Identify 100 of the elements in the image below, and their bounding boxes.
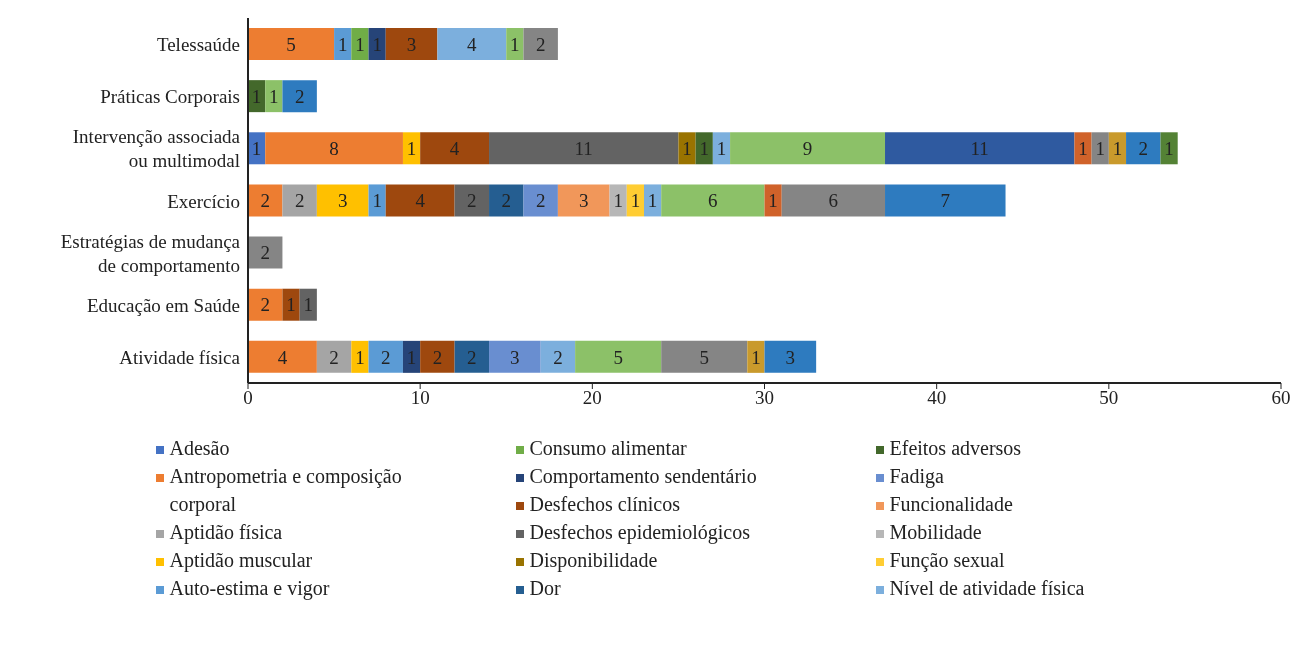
bar <box>661 184 765 217</box>
data-label: 2 <box>553 346 563 368</box>
data-label: 1 <box>372 190 382 212</box>
data-label: 11 <box>970 138 989 160</box>
bar <box>248 340 317 373</box>
bar <box>316 184 369 217</box>
data-label: 1 <box>303 294 314 316</box>
bar <box>885 132 1075 165</box>
data-label: 1 <box>372 33 382 55</box>
y-tick-label: Estratégias de mudança de comportamento <box>60 230 241 276</box>
bar <box>368 28 386 60</box>
data-label: 6 <box>708 190 718 212</box>
data-label: 1 <box>1164 138 1174 160</box>
legend-label: Dor <box>529 576 562 601</box>
data-label: 1 <box>1095 138 1105 160</box>
legend-label: Auto-estima e vigor <box>169 576 331 602</box>
data-label: 4 <box>449 138 460 160</box>
bar <box>695 132 713 165</box>
legend-label: Função sexual <box>889 548 1006 574</box>
data-label: 2 <box>467 190 477 212</box>
bar <box>248 236 283 269</box>
legend-label: Aptidão muscular <box>169 548 314 574</box>
legend-label: Funcionalidade <box>889 492 1014 517</box>
bar <box>351 340 369 373</box>
bar <box>351 28 369 60</box>
data-label: 2 <box>1138 138 1149 160</box>
data-label: 3 <box>337 190 348 212</box>
data-label: 1 <box>716 138 727 160</box>
bar <box>368 340 403 373</box>
data-label: 2 <box>294 190 305 212</box>
bar <box>420 132 490 165</box>
bar <box>248 28 335 60</box>
bar <box>506 28 524 60</box>
bar <box>368 184 386 217</box>
x-tick-label: 40 <box>927 387 947 409</box>
y-tick-label: Educação em Saúde <box>87 294 240 316</box>
legend-label: Efeitos adversos <box>889 436 1023 461</box>
legend-label: Disponibilidade <box>529 548 659 574</box>
bar <box>557 184 610 217</box>
data-label: 9 <box>802 138 813 160</box>
bar <box>1126 132 1161 165</box>
bar <box>437 28 507 60</box>
data-label: 4 <box>415 190 426 212</box>
x-tick-label: 30 <box>755 387 774 409</box>
data-label: 6 <box>828 190 839 212</box>
x-tick-label: 20 <box>582 387 602 409</box>
data-label: 1 <box>1078 138 1088 160</box>
bar <box>730 132 886 165</box>
data-label: 2 <box>535 190 546 212</box>
legend-label: Fadiga <box>889 464 945 490</box>
bar <box>454 340 490 373</box>
data-label: 3 <box>406 33 417 55</box>
bar <box>265 80 283 113</box>
data-label: 1 <box>337 33 348 55</box>
data-label: 1 <box>286 294 296 316</box>
data-label: 4 <box>277 346 288 368</box>
x-tick-label: 50 <box>1099 387 1119 409</box>
bar <box>385 184 455 217</box>
bar <box>334 28 352 60</box>
bar <box>678 132 696 165</box>
bar <box>248 288 283 321</box>
data-label: 5 <box>699 346 709 368</box>
data-label: 2 <box>535 33 546 55</box>
data-label: 2 <box>329 346 339 368</box>
legend-label: Desfechos epidemiológicos <box>529 520 751 546</box>
y-tick-label: Exercício <box>167 190 240 211</box>
bar <box>712 132 731 165</box>
legend-label: Adesão <box>169 436 231 461</box>
y-tick-label: Atividade física <box>119 346 241 368</box>
bar <box>282 80 317 113</box>
legend-label: Comportamento sendentário <box>529 464 758 490</box>
data-label: 2 <box>467 346 477 368</box>
data-label: 1 <box>682 138 692 160</box>
data-label: 5 <box>286 33 296 55</box>
bar <box>248 184 283 217</box>
data-label: 2 <box>260 294 270 316</box>
y-tick-label: Práticas Corporais <box>100 85 240 107</box>
data-label: 2 <box>380 346 391 368</box>
data-label: 4 <box>467 33 478 55</box>
bar <box>626 184 644 217</box>
bar <box>643 184 662 217</box>
bar <box>523 28 558 60</box>
data-label: 2 <box>260 242 270 264</box>
data-label: 3 <box>510 346 520 368</box>
bar <box>489 132 679 165</box>
bar <box>489 340 541 373</box>
bar <box>523 184 558 217</box>
bar <box>781 184 886 217</box>
x-tick-label: 60 <box>1271 387 1291 409</box>
bar <box>747 340 765 373</box>
bar <box>454 184 490 217</box>
data-label: 1 <box>613 190 623 212</box>
bar <box>402 340 421 373</box>
data-label: 1 <box>355 346 365 368</box>
bar <box>764 340 817 373</box>
data-label: 1 <box>269 85 279 107</box>
data-label: 11 <box>574 138 593 160</box>
bar <box>420 340 455 373</box>
bar <box>402 132 421 165</box>
bar <box>282 184 317 217</box>
